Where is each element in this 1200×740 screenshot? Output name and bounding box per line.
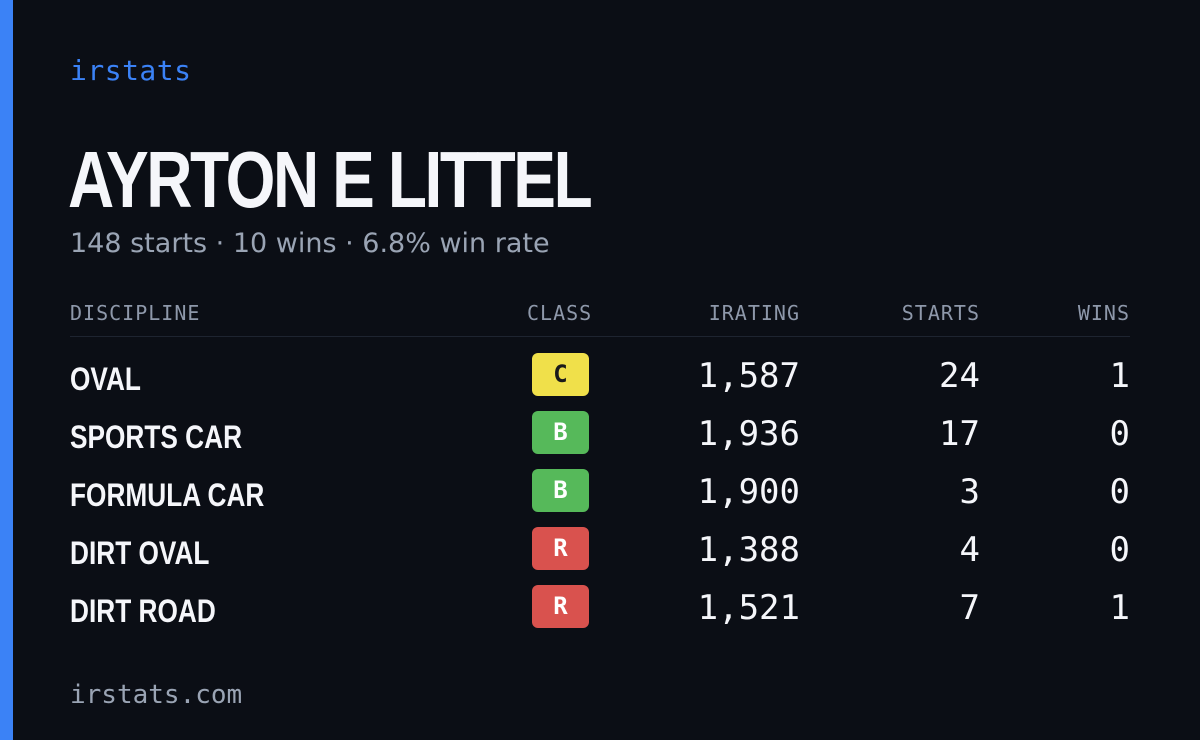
header-discipline: DISCIPLINE [70,301,201,325]
stats-table: DISCIPLINE CLASS IRATING STARTS WINS OVA… [70,298,1130,643]
starts-value: 17 [939,414,980,454]
discipline-name: FORMULA CAR [70,477,265,513]
table-row: DIRT ROAD R 1,521 7 1 [70,585,1130,643]
license-class-badge: C [532,353,589,396]
table-row: FORMULA CAR B 1,900 3 0 [70,469,1130,527]
header-class: CLASS [527,301,593,325]
license-class-badge: R [532,527,589,570]
license-class-badge: R [532,585,589,628]
irating-value: 1,900 [697,472,800,512]
irating-value: 1,936 [697,414,800,454]
wins-value: 0 [1109,414,1130,454]
table-body: OVAL C 1,587 24 1 SPORTS CAR B 1,936 17 … [70,353,1130,643]
brand-logo-text: irstats [70,54,192,87]
wins-value: 1 [1109,588,1130,628]
header-starts: STARTS [901,301,980,325]
wins-value: 1 [1109,356,1130,396]
table-row: OVAL C 1,587 24 1 [70,353,1130,411]
header-irating: IRATING [708,301,800,325]
discipline-name: OVAL [70,361,141,397]
irating-value: 1,388 [697,530,800,570]
table-row: SPORTS CAR B 1,936 17 0 [70,411,1130,469]
accent-bar [0,0,13,740]
discipline-name: DIRT ROAD [70,593,216,629]
license-class-badge: B [532,469,589,512]
table-header: DISCIPLINE CLASS IRATING STARTS WINS [70,298,1130,337]
starts-value: 7 [959,588,980,628]
footer-url: irstats.com [70,680,243,710]
driver-name: AYRTON E LITTEL [68,135,593,224]
driver-summary: 148 starts · 10 wins · 6.8% win rate [70,228,550,259]
header-wins: WINS [1077,301,1130,325]
table-row: DIRT OVAL R 1,388 4 0 [70,527,1130,585]
starts-value: 3 [959,472,980,512]
irating-value: 1,521 [697,588,800,628]
discipline-name: SPORTS CAR [70,419,243,455]
discipline-name: DIRT OVAL [70,535,210,571]
wins-value: 0 [1109,472,1130,512]
starts-value: 4 [959,530,980,570]
irating-value: 1,587 [697,356,800,396]
license-class-badge: B [532,411,589,454]
wins-value: 0 [1109,530,1130,570]
starts-value: 24 [939,356,980,396]
